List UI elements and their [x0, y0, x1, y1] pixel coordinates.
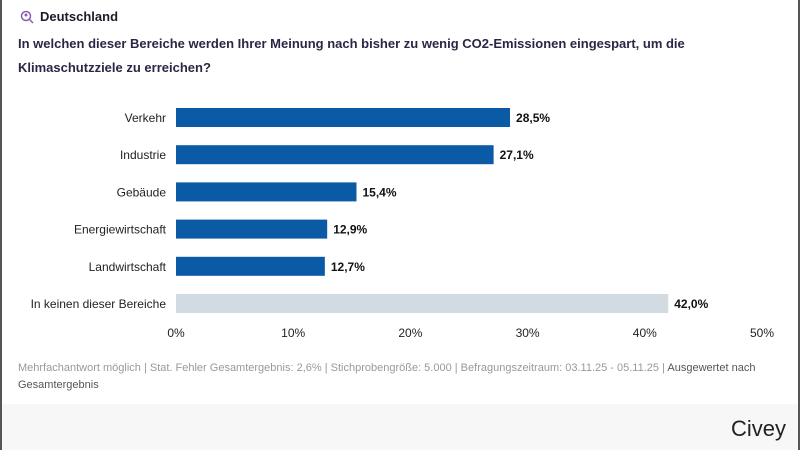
category-label: In keinen dieser Bereiche	[31, 297, 167, 311]
category-label: Industrie	[120, 148, 166, 162]
bar	[176, 256, 325, 276]
data-label: 15,4%	[362, 185, 396, 199]
x-tick-label: 0%	[167, 326, 185, 340]
data-label: 42,0%	[674, 297, 708, 311]
x-tick-label: 10%	[281, 326, 305, 340]
data-label: 12,9%	[333, 223, 367, 237]
footer-meta: Mehrfachantwort möglich | Stat. Fehler G…	[18, 362, 668, 374]
civey-logo: Civey	[730, 416, 786, 441]
data-label: 27,1%	[500, 148, 534, 162]
location-search-icon	[20, 10, 34, 24]
footer-notes: Mehrfachantwort möglich | Stat. Fehler G…	[18, 360, 758, 394]
category-label: Energiewirtschaft	[74, 223, 167, 237]
question-title: In welchen dieser Bereiche werden Ihrer …	[18, 36, 685, 75]
bar-chart: Verkehr 28,5% Industrie 27,1% Gebäude 15,4% En…	[31, 108, 774, 340]
location-header: Deutschland	[20, 9, 118, 24]
x-tick-label: 30%	[516, 326, 540, 340]
category-label: Gebäude	[117, 185, 167, 199]
bar	[176, 219, 328, 239]
brand-bar: Civey	[2, 404, 798, 450]
footer-evaluated: Ausgewertet nach Gesamtergebnis	[18, 362, 756, 391]
category-label: Landwirtschaft	[89, 260, 167, 274]
location-label: Deutschland	[40, 9, 119, 24]
x-tick-label: 20%	[398, 326, 422, 340]
data-label: 12,7%	[331, 260, 365, 274]
x-tick-label: 50%	[750, 326, 774, 340]
bar	[176, 182, 357, 202]
category-label: Verkehr	[125, 111, 166, 125]
x-tick-label: 40%	[633, 326, 657, 340]
bar	[176, 145, 494, 165]
bar	[176, 108, 511, 127]
data-label: 28,5%	[516, 111, 550, 125]
bar	[176, 294, 669, 313]
